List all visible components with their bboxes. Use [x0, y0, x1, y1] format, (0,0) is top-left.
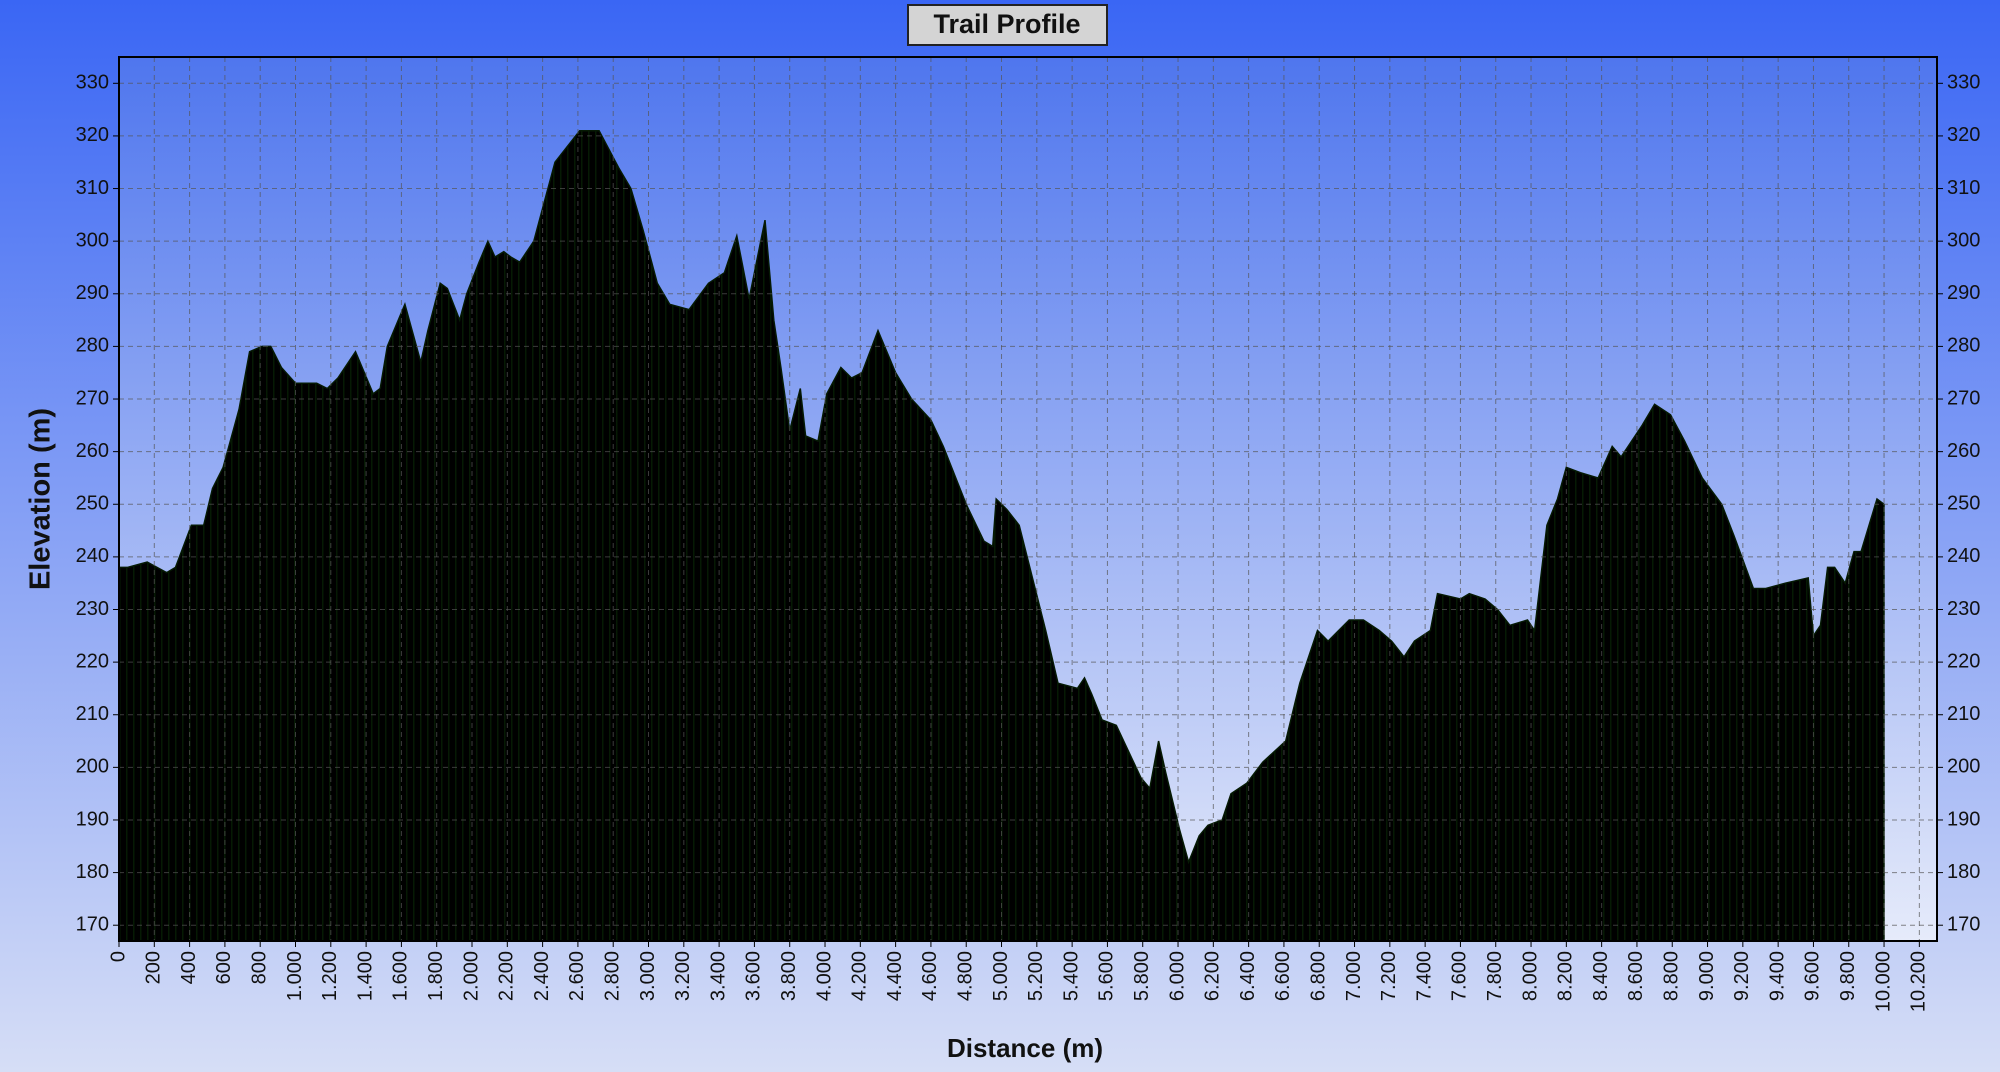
x-tick-label: 9.200 — [1731, 951, 1753, 1001]
y-tick-label: 280 — [76, 335, 109, 357]
x-tick-label: 8.400 — [1590, 951, 1612, 1001]
y-tick-label: 300 — [76, 229, 109, 251]
y2-tick-label: 180 — [1947, 861, 1980, 883]
x-tick-label: 8.800 — [1661, 951, 1683, 1001]
y2-tick-label: 220 — [1947, 650, 1980, 672]
y-tick-label: 180 — [76, 861, 109, 883]
x-tick-label: 3.200 — [672, 951, 694, 1001]
y2-tick-label: 310 — [1947, 177, 1980, 199]
x-tick-label: 8.600 — [1625, 951, 1647, 1001]
x-tick-label: 2.000 — [460, 951, 482, 1001]
x-tick-label: 2.200 — [496, 951, 518, 1001]
x-tick-label: 4.200 — [849, 951, 871, 1001]
x-tick-label: 3.000 — [637, 951, 659, 1001]
x-tick-label: 7.800 — [1484, 951, 1506, 1001]
x-tick-label: 8.200 — [1555, 951, 1577, 1001]
x-tick-label: 600 — [213, 951, 235, 984]
y2-tick-label: 300 — [1947, 229, 1980, 251]
y-tick-label: 210 — [76, 703, 109, 725]
chart-title: Trail Profile — [933, 9, 1080, 39]
y-tick-label: 220 — [76, 650, 109, 672]
y-tick-label: 260 — [76, 440, 109, 462]
x-tick-label: 2.400 — [531, 951, 553, 1001]
x-tick-label: 5.600 — [1096, 951, 1118, 1001]
plot-frame — [118, 56, 1938, 942]
x-tick-label: 5.200 — [1025, 951, 1047, 1001]
x-tick-label: 0 — [107, 951, 129, 962]
x-tick-label: 7.200 — [1378, 951, 1400, 1001]
x-tick-label: 1.000 — [284, 951, 306, 1001]
y2-tick-label: 290 — [1947, 282, 1980, 304]
y2-tick-label: 190 — [1947, 808, 1980, 830]
y2-tick-label: 210 — [1947, 703, 1980, 725]
y-tick-label: 270 — [76, 387, 109, 409]
x-tick-label: 7.000 — [1343, 951, 1365, 1001]
x-tick-label: 4.600 — [919, 951, 941, 1001]
x-tick-label: 1.400 — [354, 951, 376, 1001]
y-tick-label: 230 — [76, 598, 109, 620]
title-box — [907, 4, 1108, 46]
x-tick-label: 9.800 — [1837, 951, 1859, 1001]
x-tick-label: 4.400 — [884, 951, 906, 1001]
x-tick-label: 9.400 — [1766, 951, 1788, 1001]
x-tick-label: 2.600 — [566, 951, 588, 1001]
y2-tick-label: 280 — [1947, 335, 1980, 357]
x-tick-label: 5.400 — [1060, 951, 1082, 1001]
y2-tick-label: 320 — [1947, 124, 1980, 146]
y2-tick-label: 170 — [1947, 913, 1980, 935]
x-tick-label: 7.600 — [1449, 951, 1471, 1001]
x-tick-label: 6.000 — [1166, 951, 1188, 1001]
x-tick-label: 3.600 — [743, 951, 765, 1001]
x-tick-label: 6.200 — [1202, 951, 1224, 1001]
x-tick-label: 3.400 — [707, 951, 729, 1001]
y-tick-label: 290 — [76, 282, 109, 304]
y-axis-title: Elevation (m) — [25, 408, 57, 590]
x-tick-label: 2.800 — [601, 951, 623, 1001]
x-tick-label: 3.800 — [778, 951, 800, 1001]
x-tick-label: 1.600 — [390, 951, 412, 1001]
y-tick-label: 190 — [76, 808, 109, 830]
y-tick-label: 320 — [76, 124, 109, 146]
y-tick-label: 330 — [76, 72, 109, 94]
x-tick-label: 1.800 — [425, 951, 447, 1001]
x-tick-label: 4.000 — [813, 951, 835, 1001]
y-tick-label: 170 — [76, 913, 109, 935]
y2-tick-label: 260 — [1947, 440, 1980, 462]
x-tick-label: 200 — [143, 951, 165, 984]
x-tick-label: 6.400 — [1237, 951, 1259, 1001]
y-tick-label: 310 — [76, 177, 109, 199]
x-tick-label: 10.000 — [1872, 951, 1894, 1012]
x-tick-label: 400 — [178, 951, 200, 984]
y2-tick-label: 270 — [1947, 387, 1980, 409]
x-tick-label: 800 — [248, 951, 270, 984]
y-tick-label: 200 — [76, 756, 109, 778]
y2-tick-label: 230 — [1947, 598, 1980, 620]
y-tick-label: 250 — [76, 493, 109, 515]
x-tick-label: 5.000 — [990, 951, 1012, 1001]
y2-tick-label: 240 — [1947, 545, 1980, 567]
x-tick-label: 7.400 — [1413, 951, 1435, 1001]
x-tick-label: 10.200 — [1908, 951, 1930, 1012]
y2-tick-label: 250 — [1947, 493, 1980, 515]
y2-tick-label: 200 — [1947, 756, 1980, 778]
plot-layer: 170 170 180 180 190 190 200 200 210 210 220 220 230 2… — [76, 56, 1980, 1012]
y2-tick-label: 330 — [1947, 72, 1980, 94]
x-axis-title: Distance (m) — [947, 1033, 1103, 1063]
y-tick-label: 240 — [76, 545, 109, 567]
x-tick-label: 9.000 — [1696, 951, 1718, 1001]
x-tick-label: 9.600 — [1802, 951, 1824, 1001]
x-tick-label: 6.800 — [1308, 951, 1330, 1001]
x-tick-label: 1.200 — [319, 951, 341, 1001]
x-tick-label: 5.800 — [1131, 951, 1153, 1001]
x-tick-label: 8.000 — [1519, 951, 1541, 1001]
x-tick-label: 6.600 — [1272, 951, 1294, 1001]
x-tick-label: 4.800 — [955, 951, 977, 1001]
